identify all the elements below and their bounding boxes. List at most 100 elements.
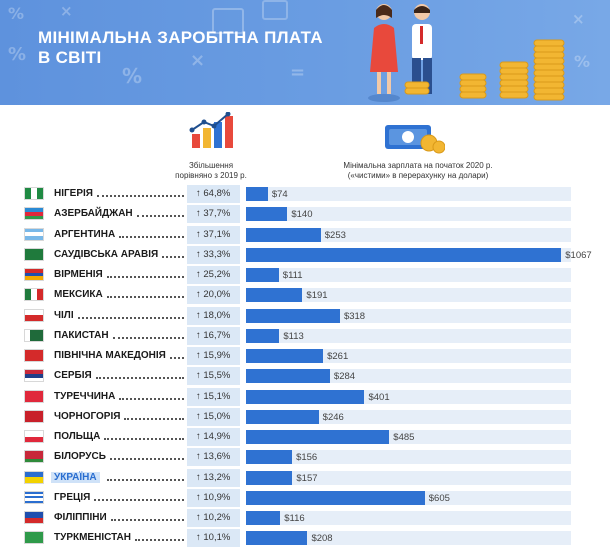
leader-dots xyxy=(124,417,184,420)
growth-label: ↑ 15,1% xyxy=(196,390,231,402)
table-row: ЧОРНОГОРІЯ ↑ 15,0% $246 xyxy=(0,407,610,426)
wage-value-label: $485 xyxy=(393,432,415,443)
wage-bar xyxy=(246,349,324,363)
bar-track xyxy=(246,227,571,242)
north-macedonia-flag xyxy=(24,349,44,362)
growth-cell xyxy=(187,347,240,365)
wage-value-label: $157 xyxy=(296,472,318,484)
growth-label: ↑ 37,1% xyxy=(196,228,231,240)
calculator-icon xyxy=(262,0,288,20)
wage-bar xyxy=(246,187,268,201)
growth-label: ↑ 64,8% xyxy=(196,188,231,199)
wage-bar xyxy=(246,288,303,303)
wage-bar xyxy=(246,328,280,343)
leader-dots xyxy=(136,215,184,218)
wage-bar xyxy=(246,470,293,485)
pakistan-flag xyxy=(24,328,44,342)
wage-value-label: $246 xyxy=(322,411,344,423)
table-row: ПІВНІЧНА МАКЕДОНІЯ ↑ 15,9% $261 xyxy=(0,347,610,365)
growth-cell xyxy=(187,428,240,446)
leader-dots xyxy=(95,377,184,380)
table-row: СЕРБІЯ ↑ 15,5% $284 xyxy=(0,367,610,386)
wage-caption: Мінімальна зарплата на початок 2020 р. (… xyxy=(318,161,518,181)
growth-cell xyxy=(187,367,240,386)
table-row: УКРАЇНА ↑ 13,2% $157 xyxy=(0,468,610,487)
growth-caption-line1: Збільшення xyxy=(188,161,234,170)
turkmenistan-flag xyxy=(24,531,44,545)
leader-dots xyxy=(104,438,184,440)
bar-track xyxy=(246,207,571,222)
wage-value-label: $1067 xyxy=(565,249,592,261)
country-label: БІЛОРУСЬ xyxy=(54,451,106,463)
wage-bar xyxy=(246,389,365,404)
growth-caption-line2: порівняно з 2019 р. xyxy=(175,171,247,180)
growth-cell xyxy=(187,286,240,305)
growth-cell xyxy=(187,245,240,264)
country-label: АРГЕНТИНА xyxy=(54,228,116,240)
wage-bar xyxy=(246,369,330,384)
country-label: ЧОРНОГОРІЯ xyxy=(54,410,121,422)
wage-bar xyxy=(246,247,562,262)
wage-value-label: $116 xyxy=(284,513,305,524)
table-row: НІГЕРІЯ ↑ 64,8% $74 xyxy=(0,185,610,203)
leader-dots xyxy=(119,397,184,400)
leader-dots xyxy=(135,539,184,542)
growth-cell xyxy=(187,205,240,224)
growth-label: ↑ 25,2% xyxy=(196,269,231,280)
table-row: ПАКИСТАН ↑ 16,7% $113 xyxy=(0,326,610,345)
equals-icon: = xyxy=(290,62,306,83)
country-label: САУДІВСЬКА АРАВІЯ xyxy=(54,248,159,260)
growth-label: ↑ 33,3% xyxy=(196,248,231,260)
wage-bar xyxy=(246,531,308,546)
growth-cell xyxy=(187,225,240,244)
greece-flag xyxy=(24,490,44,504)
growth-cell xyxy=(187,266,240,284)
growth-label: ↑ 37,7% xyxy=(196,208,231,220)
montenegro-flag xyxy=(24,409,44,423)
percent-icon: % xyxy=(574,52,591,71)
wage-bar xyxy=(246,490,425,505)
wage-value-label: $401 xyxy=(368,391,390,403)
armenia-flag xyxy=(24,268,44,281)
page-title-line1: МІНІМАЛЬНА ЗАРОБІТНА ПЛАТА xyxy=(38,28,323,47)
country-label: АЗЕРБАЙДЖАН xyxy=(54,208,133,220)
leader-dots xyxy=(109,458,184,461)
multiply-icon: × xyxy=(572,10,585,28)
growth-cell xyxy=(187,326,240,345)
leader-dots xyxy=(119,235,184,238)
leader-dots xyxy=(77,316,184,319)
percent-icon: % xyxy=(8,4,25,23)
country-label: ЧІЛІ xyxy=(54,309,74,321)
wage-value-label: $140 xyxy=(291,209,313,221)
wage-value-label: $253 xyxy=(324,229,346,241)
wage-bar xyxy=(246,227,321,242)
table-row: ФІЛІППІНИ ↑ 10,2% $116 xyxy=(0,509,610,527)
country-label: ГРЕЦІЯ xyxy=(54,491,91,503)
wage-bar xyxy=(246,308,340,323)
table-row: МЕКСИКА ↑ 20,0% $191 xyxy=(0,286,610,305)
growth-caption: Збільшення порівняно з 2019 р. xyxy=(168,161,254,181)
wage-value-label: $605 xyxy=(428,492,450,504)
leader-dots xyxy=(162,255,184,258)
azerbaijan-flag xyxy=(24,207,44,221)
wage-value-label: $318 xyxy=(343,310,366,322)
table-row: ПОЛЬЩА ↑ 14,9% $485 xyxy=(0,428,610,446)
bar-track xyxy=(246,409,571,424)
belarus-flag xyxy=(24,450,44,464)
bar-chart-growth-icon xyxy=(189,112,233,148)
leader-dots xyxy=(106,276,184,278)
country-label: ПІВНІЧНА МАКЕДОНІЯ xyxy=(54,350,166,361)
multiply-icon: × xyxy=(60,2,73,20)
country-label: ПОЛЬЩА xyxy=(54,431,101,442)
nigeria-flag xyxy=(24,187,44,200)
bar-track xyxy=(246,328,571,343)
growth-label: ↑ 15,5% xyxy=(196,370,231,382)
country-label: МЕКСИКА xyxy=(54,289,103,301)
country-label: ФІЛІППІНИ xyxy=(54,512,107,523)
growth-label: ↑ 10,9% xyxy=(196,491,231,503)
mexico-flag xyxy=(24,288,44,302)
wage-bar xyxy=(246,207,288,222)
wage-value-label: $284 xyxy=(333,371,356,383)
wage-value-label: $191 xyxy=(306,290,328,302)
poland-flag xyxy=(24,430,44,443)
